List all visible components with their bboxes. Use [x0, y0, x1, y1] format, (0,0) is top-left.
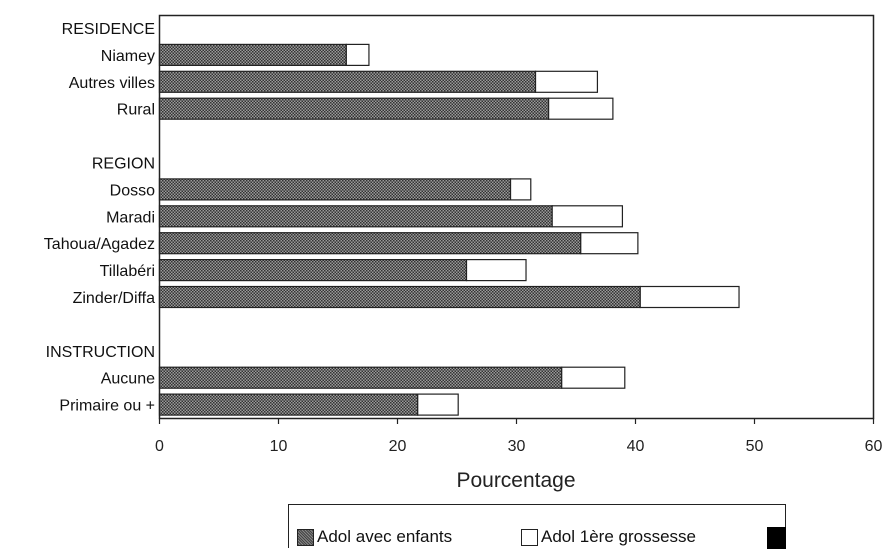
- bar-adol-avec-enfants-niamey: [158, 43, 347, 67]
- bar-adol-avec-enfants-zinder-diffa: [158, 285, 641, 309]
- bar-adol-1ere-grossesse-tahoua-agadez: [580, 232, 639, 255]
- bar-adol-1ere-grossesse-maradi: [551, 205, 624, 228]
- legend: Adol avec enfants Adol 1ère grossesse: [288, 504, 786, 549]
- x-tick-label-10: 10: [270, 438, 288, 455]
- category-label-tahoua-agadez: Tahoua/Agadez: [44, 236, 155, 253]
- group-header-instruction: INSTRUCTION: [46, 344, 155, 361]
- x-tick-label-60: 60: [865, 438, 883, 455]
- x-axis-ticks: 0 10 20 30 40 50 60: [155, 418, 883, 455]
- bar-adol-1ere-grossesse-autres-villes: [534, 70, 599, 93]
- bar-adol-avec-enfants-primaire-ou: [158, 393, 419, 416]
- category-label-niamey: Niamey: [101, 48, 155, 65]
- legend-item-adol-1ere-grossesse: Adol 1ère grossesse: [521, 527, 696, 547]
- bar-adol-avec-enfants-dosso: [158, 178, 512, 201]
- x-axis-label: Pourcentage: [456, 469, 575, 492]
- legend-swatch-adol-1ere-grossesse: [521, 528, 538, 546]
- bar-adol-1ere-grossesse-niamey: [345, 43, 370, 67]
- x-tick-label-40: 40: [627, 438, 645, 455]
- legend-black-marker: [767, 527, 786, 549]
- bar-adol-avec-enfants-aucune: [158, 366, 563, 389]
- category-label-autres-villes: Autres villes: [69, 75, 155, 92]
- x-tick-label-30: 30: [508, 438, 526, 455]
- category-label-dosso: Dosso: [110, 182, 155, 199]
- legend-swatch-adol-avec-enfants: [297, 528, 314, 546]
- x-tick-label-50: 50: [746, 438, 764, 455]
- category-label-tillaberi: Tillabéri: [100, 263, 155, 280]
- bar-adol-1ere-grossesse-dosso: [509, 178, 532, 201]
- x-tick-label-20: 20: [389, 438, 407, 455]
- category-label-aucune: Aucune: [101, 371, 155, 388]
- category-label-rural: Rural: [117, 102, 155, 119]
- legend-item-adol-avec-enfants: Adol avec enfants: [297, 527, 452, 547]
- legend-label-adol-avec-enfants: Adol avec enfants: [317, 527, 453, 546]
- bars-layer: [158, 43, 740, 416]
- bar-adol-avec-enfants-tahoua-agadez: [158, 232, 582, 255]
- category-label-maradi: Maradi: [106, 209, 155, 226]
- legend-label-adol-1ere-grossesse: Adol 1ère grossesse: [541, 527, 696, 546]
- category-label-zinder-diffa: Zinder/Diffa: [73, 290, 156, 307]
- bar-adol-avec-enfants-rural: [158, 97, 550, 120]
- category-labels: RESIDENCE Niamey Autres villes Rural REGION D…: [44, 21, 155, 415]
- bar-adol-avec-enfants-maradi: [158, 205, 553, 228]
- bar-adol-avec-enfants-autres-villes: [158, 70, 537, 93]
- bar-adol-1ere-grossesse-zinder-diffa: [639, 285, 740, 309]
- bar-adol-1ere-grossesse-tillaberi: [465, 259, 527, 282]
- bar-adol-avec-enfants-tillaberi: [158, 259, 468, 282]
- group-header-residence: RESIDENCE: [62, 21, 155, 38]
- x-tick-label-0: 0: [155, 438, 164, 455]
- bar-adol-1ere-grossesse-primaire-ou: [417, 393, 459, 416]
- bar-adol-1ere-grossesse-aucune: [561, 366, 626, 389]
- bar-adol-1ere-grossesse-rural: [548, 97, 614, 120]
- group-header-region: REGION: [92, 156, 155, 173]
- category-label-primaire-ou: Primaire ou +: [59, 398, 155, 415]
